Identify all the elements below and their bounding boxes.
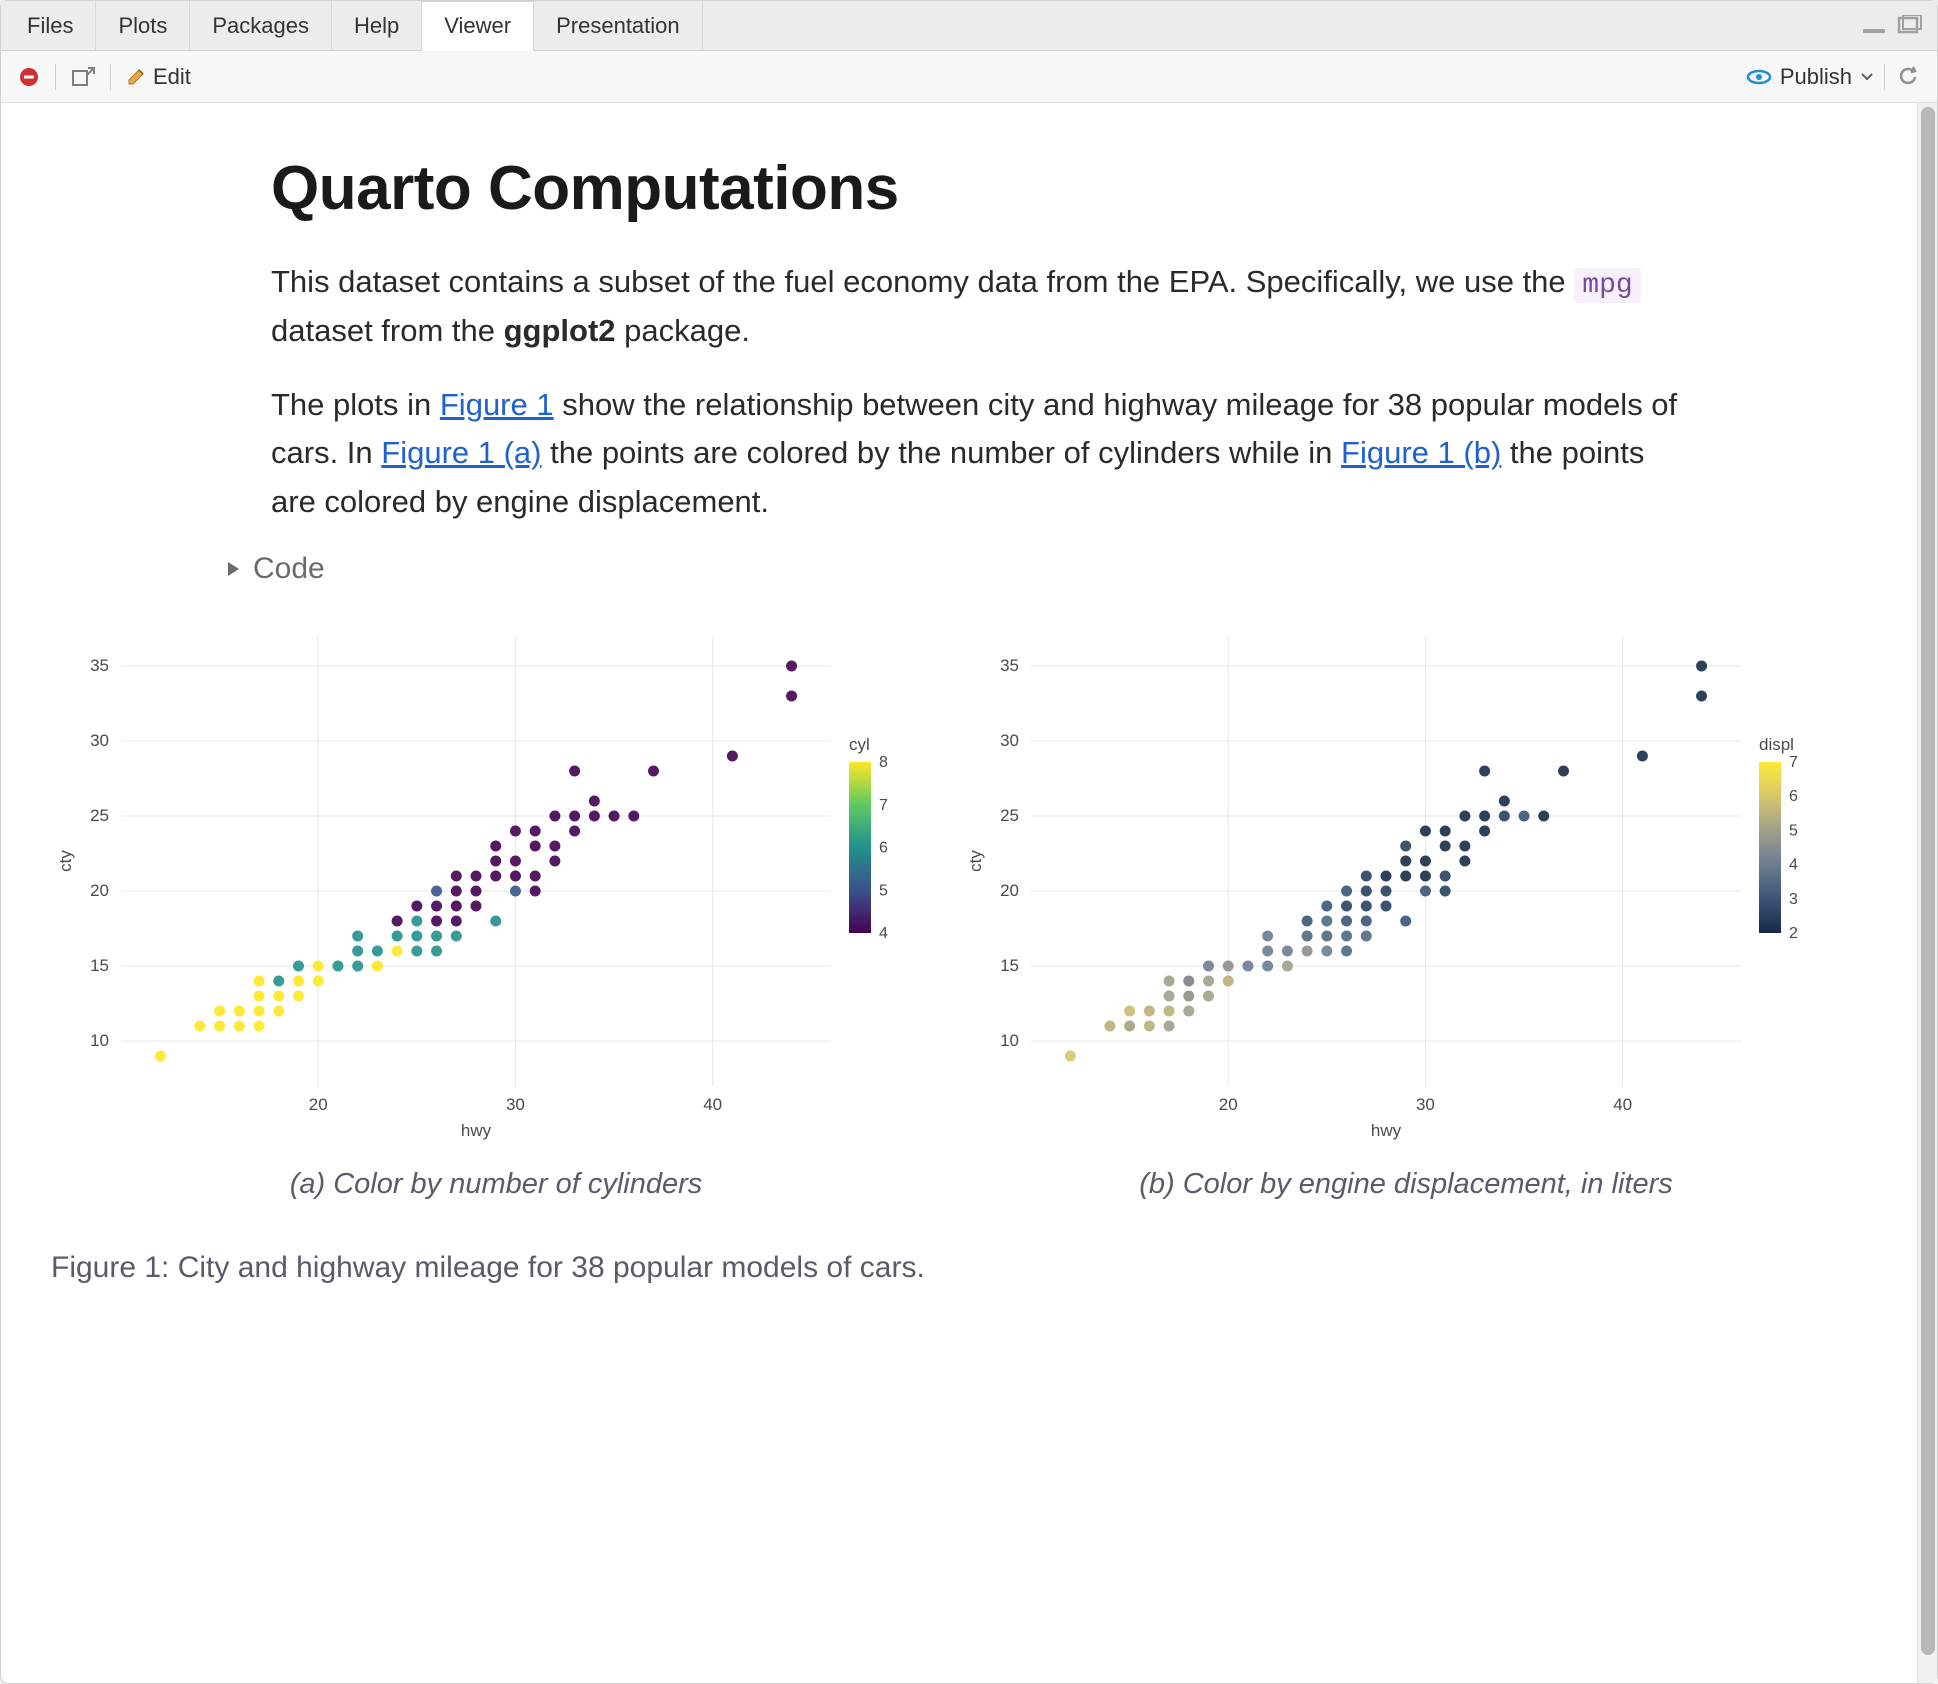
- scatter-chart-b: 10 15 20 25 30 35 20 30 40 hwy cty displ 2 3 4 5 6 7: [961, 616, 1851, 1146]
- tab-viewer[interactable]: Viewer: [422, 1, 534, 51]
- svg-text:hwy: hwy: [1371, 1121, 1402, 1140]
- figure-caption: Figure 1: City and highway mileage for 3…: [51, 1251, 1831, 1285]
- svg-text:30: 30: [1000, 731, 1019, 750]
- chevron-down-icon: [1860, 72, 1874, 82]
- edit-button[interactable]: Edit: [125, 64, 191, 90]
- divider: [55, 64, 56, 90]
- viewer-pane: Files Plots Packages Help Viewer Present…: [0, 0, 1938, 1684]
- svg-text:4: 4: [879, 925, 888, 942]
- subcaption-b: (b) Color by engine displacement, in lit…: [961, 1168, 1851, 1201]
- minimize-icon[interactable]: [1861, 17, 1889, 35]
- svg-text:6: 6: [879, 839, 888, 856]
- svg-text:4: 4: [1789, 856, 1798, 873]
- svg-text:30: 30: [1416, 1095, 1435, 1114]
- tab-help[interactable]: Help: [332, 1, 422, 50]
- tab-files[interactable]: Files: [5, 1, 96, 50]
- link-figure-1[interactable]: Figure 1: [440, 387, 554, 422]
- svg-text:15: 15: [1000, 956, 1019, 975]
- svg-text:35: 35: [1000, 656, 1019, 675]
- code-label: Code: [253, 552, 325, 586]
- publish-icon: [1746, 66, 1772, 88]
- divider: [1884, 64, 1885, 90]
- remove-icon[interactable]: [17, 65, 41, 89]
- svg-text:20: 20: [90, 881, 109, 900]
- svg-text:20: 20: [309, 1095, 328, 1114]
- subcaption-a: (a) Color by number of cylinders: [51, 1168, 941, 1201]
- svg-text:2: 2: [1789, 925, 1798, 942]
- toolbar: Edit Publish: [1, 51, 1937, 103]
- code-mpg: mpg: [1574, 268, 1640, 303]
- svg-text:5: 5: [1789, 822, 1798, 839]
- triangle-right-icon: [223, 559, 243, 579]
- svg-text:40: 40: [703, 1095, 722, 1114]
- tab-plots[interactable]: Plots: [96, 1, 190, 50]
- window-controls: [1861, 1, 1937, 50]
- svg-text:30: 30: [506, 1095, 525, 1114]
- svg-text:cyl: cyl: [849, 735, 870, 754]
- link-figure-1b[interactable]: Figure 1 (b): [1341, 435, 1501, 470]
- figure-panel-a: 10 15 20 25 30 35 20 30 40 hwy cty cyl 4 5 6 7 8 (a) Col…: [51, 616, 941, 1201]
- svg-text:15: 15: [90, 956, 109, 975]
- edit-label: Edit: [153, 64, 191, 90]
- svg-text:10: 10: [1000, 1031, 1019, 1050]
- svg-text:displ: displ: [1759, 735, 1794, 754]
- link-figure-1a[interactable]: Figure 1 (a): [381, 435, 541, 470]
- svg-text:5: 5: [879, 882, 888, 899]
- svg-text:40: 40: [1613, 1095, 1632, 1114]
- scrollbar[interactable]: [1917, 103, 1937, 1683]
- tab-bar: Files Plots Packages Help Viewer Present…: [1, 1, 1937, 51]
- svg-text:cty: cty: [966, 849, 985, 871]
- intro-paragraph-1: This dataset contains a subset of the fu…: [271, 258, 1691, 355]
- intro-paragraph-2: The plots in Figure 1 show the relations…: [271, 381, 1691, 525]
- svg-text:7: 7: [879, 796, 888, 813]
- svg-text:25: 25: [1000, 806, 1019, 825]
- figure-panel-b: 10 15 20 25 30 35 20 30 40 hwy cty displ 2 3 4 5 6 7 (b) …: [961, 616, 1851, 1201]
- svg-text:7: 7: [1789, 754, 1798, 771]
- refresh-icon[interactable]: [1895, 64, 1921, 90]
- svg-text:20: 20: [1000, 881, 1019, 900]
- svg-text:6: 6: [1789, 788, 1798, 805]
- svg-text:35: 35: [90, 656, 109, 675]
- code-fold-toggle[interactable]: Code: [223, 552, 1831, 586]
- page-title: Quarto Computations: [271, 153, 1831, 224]
- svg-text:30: 30: [90, 731, 109, 750]
- popout-icon[interactable]: [70, 65, 96, 89]
- svg-text:20: 20: [1219, 1095, 1238, 1114]
- scrollbar-thumb[interactable]: [1921, 107, 1935, 1655]
- tab-presentation[interactable]: Presentation: [534, 1, 703, 50]
- svg-text:3: 3: [1789, 890, 1798, 907]
- svg-text:hwy: hwy: [461, 1121, 492, 1140]
- maximize-icon[interactable]: [1895, 15, 1923, 37]
- figure-row: 101520253035203040hwyctycyl45678 (a) Col…: [51, 616, 1851, 1201]
- svg-text:10: 10: [90, 1031, 109, 1050]
- divider: [110, 64, 111, 90]
- publish-button[interactable]: Publish: [1746, 64, 1874, 90]
- pencil-icon: [125, 66, 147, 88]
- publish-label: Publish: [1780, 64, 1852, 90]
- viewer-content: Quarto Computations This dataset contain…: [1, 103, 1917, 1683]
- scatter-chart-a: 10 15 20 25 30 35 20 30 40 hwy cty cyl 4 5 6 7 8: [51, 616, 941, 1146]
- tab-packages[interactable]: Packages: [190, 1, 332, 50]
- svg-text:cty: cty: [56, 849, 75, 871]
- svg-text:25: 25: [90, 806, 109, 825]
- svg-text:8: 8: [879, 754, 888, 771]
